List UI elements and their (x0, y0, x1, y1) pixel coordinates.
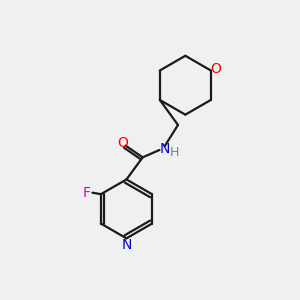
Text: O: O (117, 136, 128, 150)
Text: N: N (121, 238, 132, 252)
Text: N: N (160, 142, 170, 155)
Text: H: H (170, 146, 179, 159)
Text: O: O (210, 62, 221, 76)
Text: F: F (82, 186, 91, 200)
